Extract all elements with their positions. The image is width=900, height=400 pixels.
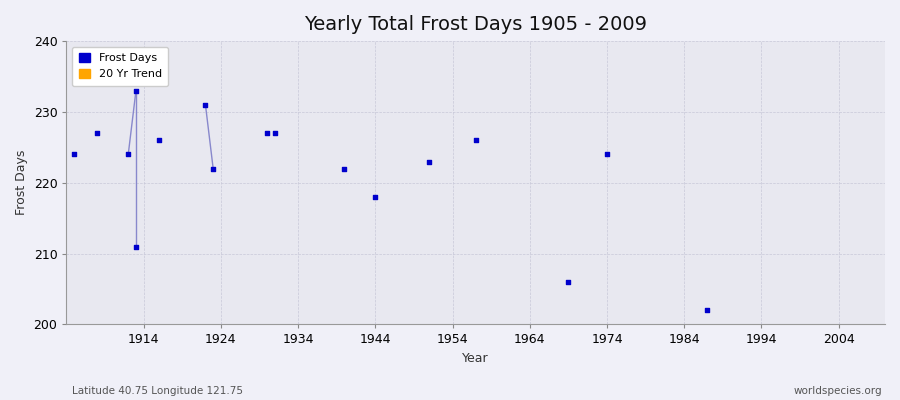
Point [206,165,220,172]
Point [562,279,576,285]
Point [469,137,483,144]
Point [121,151,135,158]
Point [67,151,81,158]
Point [599,151,614,158]
Text: Latitude 40.75 Longitude 121.75: Latitude 40.75 Longitude 121.75 [72,386,243,396]
Title: Yearly Total Frost Days 1905 - 2009: Yearly Total Frost Days 1905 - 2009 [304,15,647,34]
Y-axis label: Frost Days: Frost Days [15,150,28,216]
Point [422,158,436,165]
Point [129,88,143,94]
Point [700,307,715,314]
Point [152,137,166,144]
Point [268,130,283,136]
Point [198,102,212,108]
Legend: Frost Days, 20 Yr Trend: Frost Days, 20 Yr Trend [72,47,168,86]
Point [338,165,352,172]
Point [129,243,143,250]
Text: worldspecies.org: worldspecies.org [794,386,882,396]
Point [260,130,274,136]
Point [90,130,104,136]
Point [368,194,382,200]
X-axis label: Year: Year [463,352,489,365]
